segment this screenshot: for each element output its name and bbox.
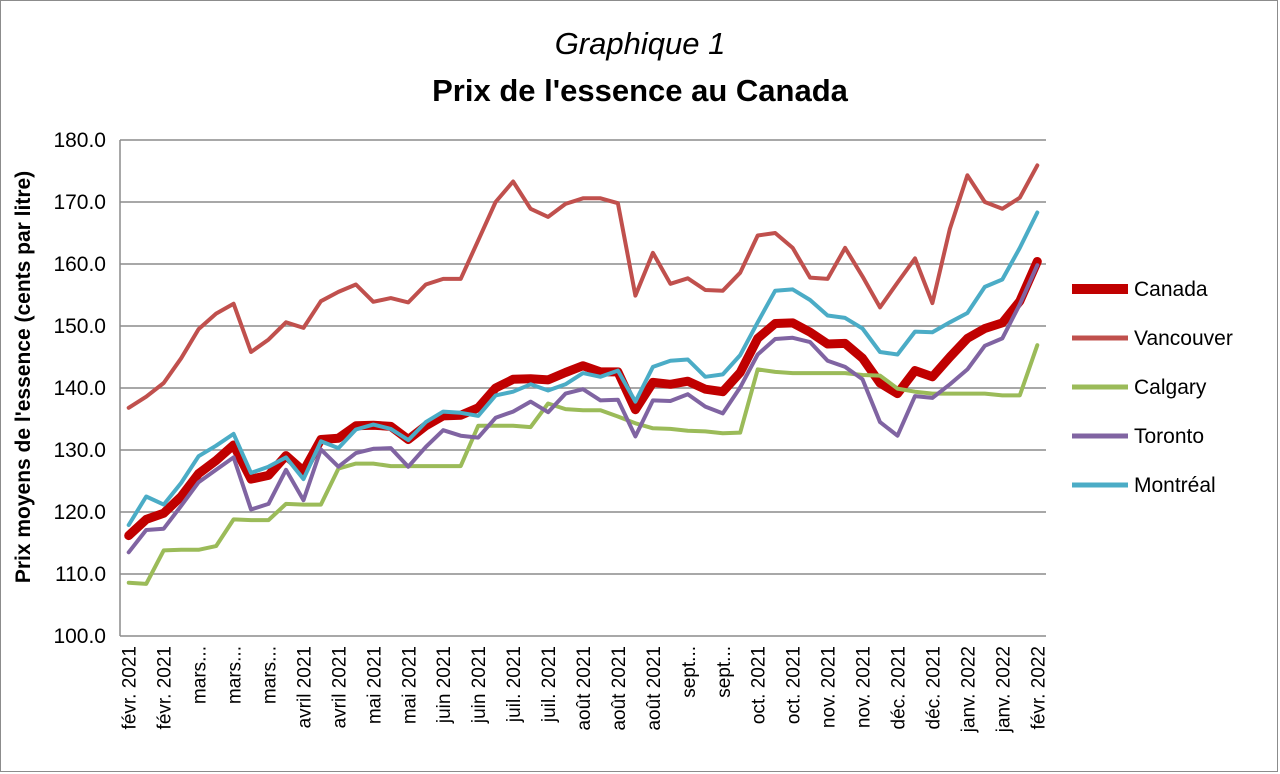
y-tick-label: 160.0	[53, 253, 106, 276]
x-tick-label: sept...	[679, 646, 700, 698]
x-tick-label: juin 2021	[469, 646, 490, 724]
legend-label: Calgary	[1134, 376, 1207, 399]
legend-label: Toronto	[1134, 425, 1204, 448]
x-tick-label: nov. 2021	[819, 646, 840, 728]
y-tick-label: 120.0	[53, 501, 106, 524]
series-line-vancouver	[126, 163, 1040, 410]
y-tick-label: 150.0	[53, 315, 106, 338]
gridlines	[119, 139, 1046, 637]
x-tick-label: avril 2021	[294, 646, 315, 728]
series-line-toronto	[126, 263, 1040, 555]
y-tick-label: 100.0	[53, 625, 106, 648]
y-axis-label: Prix moyens de l'essence (cents par litr…	[12, 171, 35, 583]
x-tick-label: janv. 2022	[958, 646, 979, 733]
y-axis-ticks: 100.0 110.0 120.0 130.0 140.0 150.0 160.0 170.0…	[53, 129, 106, 648]
x-tick-label: oct. 2021	[784, 646, 805, 724]
legend-label: Vancouver	[1134, 327, 1233, 350]
x-tick-label: avril 2021	[329, 646, 350, 728]
x-tick-label: févr. 2022	[1028, 646, 1049, 729]
x-tick-label: févr. 2021	[155, 646, 176, 729]
series-lines	[124, 163, 1042, 586]
x-tick-label: mars...	[190, 646, 211, 704]
y-tick-label: 110.0	[55, 563, 106, 586]
x-tick-label: juil. 2021	[539, 646, 560, 723]
y-tick-label: 130.0	[53, 439, 106, 462]
x-tick-label: janv. 2022	[993, 646, 1014, 733]
series-line-montral	[126, 210, 1040, 527]
y-tick-label: 140.0	[53, 377, 106, 400]
x-tick-label: mai 2021	[364, 646, 385, 724]
x-axis-ticks: févr. 2021 févr. 2021 mars... mars... mars..…	[120, 646, 1050, 733]
x-tick-label: sept...	[714, 646, 735, 698]
x-tick-label: juil. 2021	[504, 646, 525, 723]
series-line-calgary	[126, 343, 1040, 586]
x-tick-label: févr. 2021	[120, 646, 141, 729]
chart-title-line2: Prix de l'essence au Canada	[432, 73, 848, 108]
x-tick-label: juin 2021	[434, 646, 455, 724]
x-tick-label: août 2021	[644, 646, 665, 731]
x-tick-label: mars...	[225, 646, 246, 704]
x-tick-label: déc. 2021	[923, 646, 944, 729]
x-tick-label: mars...	[260, 646, 281, 704]
legend-label: Canada	[1134, 278, 1208, 301]
x-tick-label: mai 2021	[399, 646, 420, 724]
legend: Canada Vancouver Calgary Toronto Montréal	[1072, 278, 1233, 497]
x-tick-label: août 2021	[574, 646, 595, 731]
x-tick-label: déc. 2021	[888, 646, 909, 729]
x-tick-label: nov. 2021	[854, 646, 875, 728]
series-line-canada	[124, 257, 1042, 541]
legend-label: Montréal	[1134, 474, 1216, 497]
y-tick-label: 180.0	[53, 129, 106, 152]
y-tick-label: 170.0	[53, 191, 106, 214]
chart-title-line1: Graphique 1	[554, 26, 726, 61]
x-tick-label: août 2021	[609, 646, 630, 731]
x-tick-label: oct. 2021	[749, 646, 770, 724]
